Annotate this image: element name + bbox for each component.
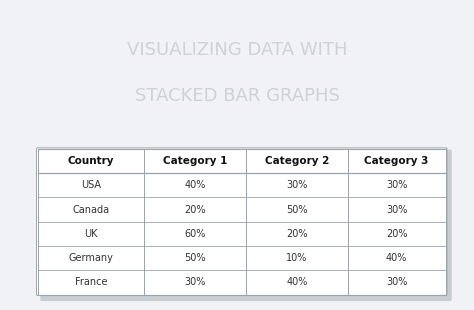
FancyBboxPatch shape xyxy=(40,150,452,301)
Text: 20%: 20% xyxy=(184,205,206,215)
Text: STACKED BAR GRAPHS: STACKED BAR GRAPHS xyxy=(135,87,339,105)
Text: Country: Country xyxy=(68,156,114,166)
Text: UK: UK xyxy=(84,229,98,239)
Text: 30%: 30% xyxy=(286,180,308,190)
Text: Category 1: Category 1 xyxy=(163,156,227,166)
Text: VISUALIZING DATA WITH: VISUALIZING DATA WITH xyxy=(127,41,347,59)
Text: 10%: 10% xyxy=(286,253,308,263)
Text: 60%: 60% xyxy=(184,229,206,239)
Text: Canada: Canada xyxy=(73,205,109,215)
Text: 20%: 20% xyxy=(386,229,407,239)
Text: 30%: 30% xyxy=(386,205,407,215)
Text: Category 3: Category 3 xyxy=(365,156,429,166)
Text: Category 2: Category 2 xyxy=(264,156,329,166)
Text: France: France xyxy=(75,277,107,287)
Text: 40%: 40% xyxy=(286,277,308,287)
Text: 30%: 30% xyxy=(386,277,407,287)
Text: 40%: 40% xyxy=(386,253,407,263)
Text: 20%: 20% xyxy=(286,229,308,239)
Text: 40%: 40% xyxy=(184,180,206,190)
Text: 50%: 50% xyxy=(286,205,308,215)
Text: 30%: 30% xyxy=(386,180,407,190)
Text: 50%: 50% xyxy=(184,253,206,263)
Text: Germany: Germany xyxy=(68,253,113,263)
Text: USA: USA xyxy=(81,180,101,190)
Text: 30%: 30% xyxy=(184,277,206,287)
FancyBboxPatch shape xyxy=(36,148,447,295)
